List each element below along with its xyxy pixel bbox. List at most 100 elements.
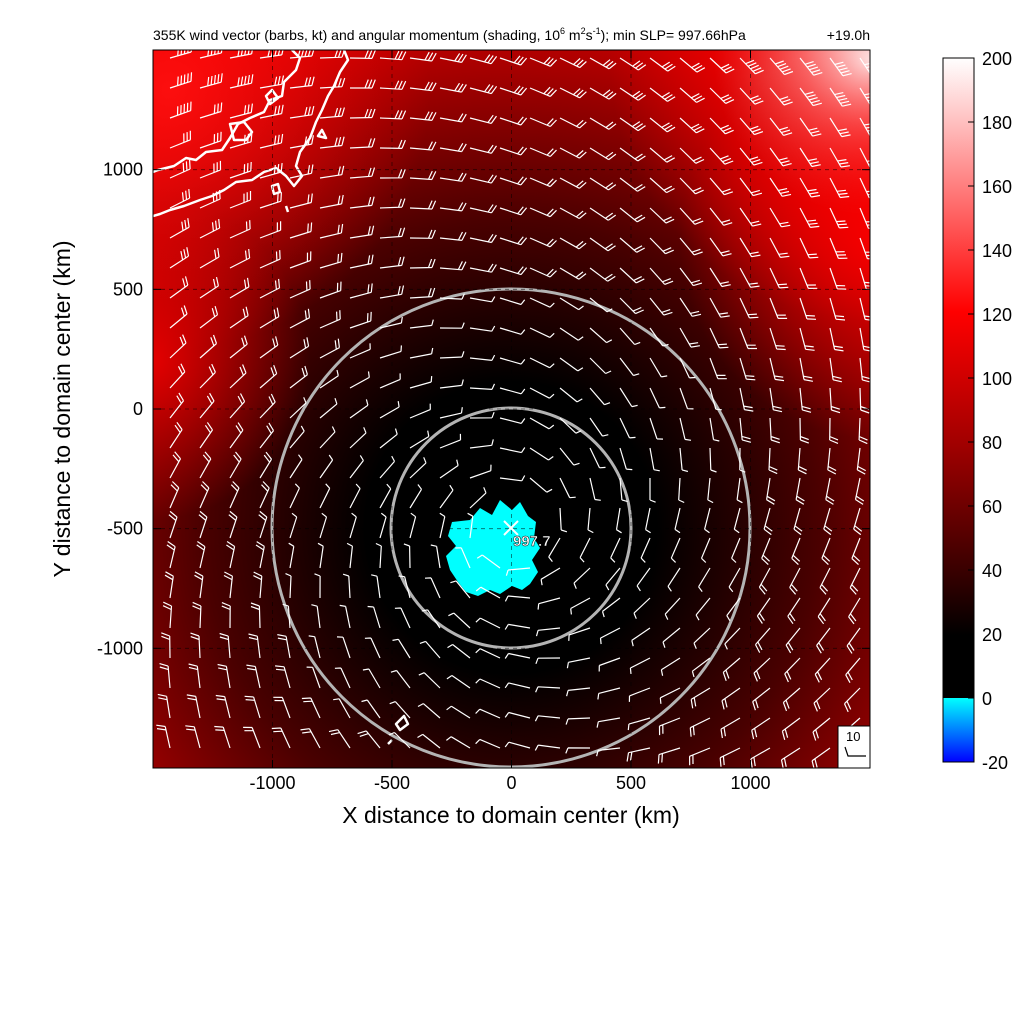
wind-barb bbox=[859, 237, 870, 260]
wind-barb bbox=[565, 717, 591, 725]
wind-barb bbox=[769, 57, 794, 76]
wind-barb bbox=[259, 336, 279, 359]
wind-barb bbox=[816, 627, 831, 654]
wind-barb bbox=[169, 247, 190, 269]
wind-barb bbox=[469, 84, 498, 95]
wind-barb bbox=[504, 682, 531, 689]
wind-barb bbox=[409, 51, 437, 62]
title-sup1: 6 bbox=[560, 26, 565, 36]
wind-barb bbox=[169, 363, 186, 389]
wind-barb bbox=[769, 117, 793, 136]
wind-barb bbox=[499, 475, 526, 482]
wind-barb bbox=[289, 105, 315, 119]
wind-barb bbox=[781, 717, 801, 740]
wind-barb bbox=[799, 57, 823, 76]
wind-barb bbox=[199, 451, 212, 479]
wind-barb bbox=[649, 478, 656, 503]
wind-barb bbox=[548, 537, 561, 562]
wind-barb bbox=[319, 398, 338, 419]
wind-barb bbox=[679, 447, 689, 473]
wind-barb bbox=[605, 567, 621, 591]
wind-barb bbox=[649, 57, 676, 72]
wind-barb bbox=[529, 207, 557, 218]
wind-barb bbox=[243, 726, 261, 749]
wind-barb bbox=[223, 571, 233, 599]
wind-barb bbox=[559, 267, 587, 280]
wind-barb bbox=[364, 637, 381, 659]
wind-barb bbox=[439, 53, 467, 63]
wind-barb bbox=[161, 632, 171, 659]
wind-barb bbox=[319, 281, 342, 299]
wind-barb bbox=[450, 580, 471, 599]
wind-barb bbox=[169, 218, 190, 239]
wind-barb bbox=[199, 392, 215, 419]
wind-barb bbox=[619, 327, 641, 346]
wind-barb bbox=[159, 663, 171, 689]
wind-barb bbox=[439, 322, 465, 329]
wind-barb bbox=[499, 297, 526, 306]
wind-barb bbox=[499, 85, 528, 96]
wind-barb bbox=[782, 687, 801, 712]
wind-barb bbox=[475, 678, 501, 689]
title-tail: ); min SLP= 997.66hPa bbox=[601, 27, 746, 43]
wind-barb bbox=[719, 747, 741, 767]
wind-barb bbox=[691, 657, 711, 678]
wind-barb bbox=[469, 354, 496, 361]
wind-barb bbox=[589, 327, 613, 344]
wind-barb bbox=[282, 603, 291, 629]
wind-barb bbox=[619, 177, 646, 192]
wind-barb bbox=[851, 537, 861, 566]
wind-barb bbox=[751, 717, 771, 740]
wind-barb bbox=[259, 250, 281, 269]
wind-barb bbox=[795, 477, 805, 505]
wind-barb bbox=[169, 189, 191, 209]
wind-barb bbox=[342, 573, 351, 599]
wind-barb bbox=[813, 687, 831, 712]
wind-barb bbox=[721, 687, 741, 710]
wind-barb bbox=[439, 231, 467, 241]
wind-barb bbox=[566, 687, 591, 697]
wind-barb bbox=[311, 604, 321, 629]
x-tick-label: 1000 bbox=[730, 773, 770, 793]
colorbar-ramp bbox=[942, 57, 975, 763]
wind-barb bbox=[349, 512, 357, 539]
wind-barb bbox=[367, 605, 381, 629]
wind-barb bbox=[319, 310, 341, 329]
wind-barb bbox=[229, 481, 240, 509]
wind-barb bbox=[598, 657, 621, 672]
wind-barb bbox=[162, 601, 173, 629]
wind-barb bbox=[504, 711, 531, 719]
wind-barb bbox=[319, 223, 344, 239]
wind-barb bbox=[467, 512, 474, 539]
wind-barb bbox=[589, 117, 617, 130]
wind-barb bbox=[601, 597, 621, 618]
wind-barb bbox=[166, 541, 176, 569]
wind-barb bbox=[679, 387, 694, 410]
wind-barb bbox=[289, 454, 303, 479]
wind-barb bbox=[198, 510, 208, 539]
wind-barb bbox=[379, 50, 407, 61]
wind-barb bbox=[679, 177, 704, 195]
wind-barb bbox=[829, 207, 849, 229]
wind-barb bbox=[499, 146, 528, 156]
wind-barb bbox=[859, 57, 870, 75]
wind-barb bbox=[529, 267, 557, 278]
wind-barb bbox=[629, 657, 651, 674]
wind-barb bbox=[649, 357, 668, 378]
wind-barb bbox=[169, 421, 183, 449]
wind-barb bbox=[447, 643, 471, 659]
wind-barb bbox=[769, 177, 792, 197]
wind-barb bbox=[707, 477, 714, 504]
wind-barb bbox=[739, 147, 763, 166]
plot-area: 997.7 bbox=[153, 50, 870, 768]
wind-barb bbox=[823, 507, 833, 536]
wind-barb bbox=[504, 741, 531, 749]
wind-barb bbox=[499, 55, 528, 66]
wind-barb bbox=[417, 703, 441, 719]
wind-barb bbox=[726, 597, 741, 622]
wind-barb bbox=[529, 117, 557, 128]
wind-barb bbox=[689, 717, 711, 737]
wind-barb bbox=[169, 334, 187, 359]
wind-barb bbox=[300, 728, 321, 749]
colorbar-tick-label: 180 bbox=[982, 113, 1012, 133]
